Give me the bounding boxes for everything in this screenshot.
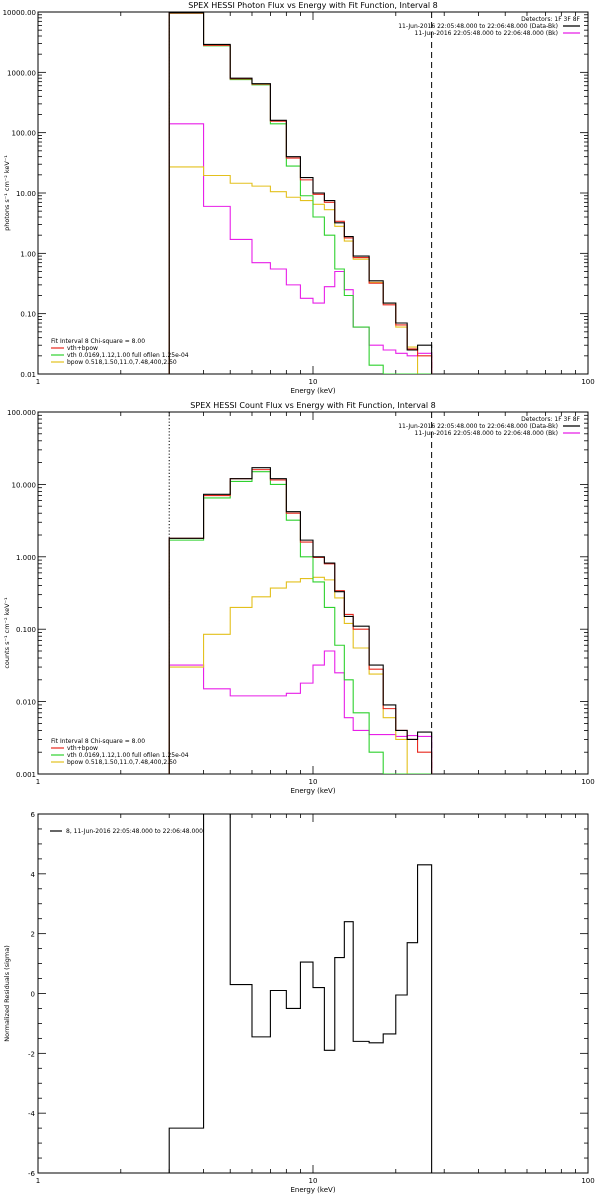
- panel-3: [37, 813, 589, 1174]
- legend-entry: 11-Jun-2016 22:05:48.000 to 22:06:48.000…: [415, 30, 558, 37]
- y-axis-label: Normalized Residuals (sigma): [3, 945, 11, 1042]
- x-tick-label: 10: [309, 1177, 318, 1185]
- y-tick-label: 0.01: [20, 371, 36, 379]
- series-background: [168, 650, 433, 774]
- legend-entry: 11-Jun-2016 22:05:48.000 to 22:06:48.000…: [398, 423, 558, 430]
- y-tick-label: 1.000: [16, 554, 36, 562]
- fit-legend-entry: vth+bpow: [67, 345, 98, 352]
- series-data-minus-bk: [168, 467, 433, 774]
- x-tick-label: 10: [309, 778, 318, 786]
- y-tick-label: 2: [31, 931, 35, 939]
- legend-entry: 11-Jun-2016 22:05:48.000 to 22:06:48.000…: [415, 430, 558, 437]
- series-residuals: [168, 814, 433, 1173]
- y-tick-label: -2: [28, 1050, 35, 1058]
- y-tick-label: 0.10: [20, 311, 36, 319]
- x-tick-label: 100: [581, 1177, 594, 1185]
- series-bpow: [168, 166, 433, 374]
- series-vth: [168, 471, 433, 774]
- y-tick-label: 10.00: [16, 190, 36, 198]
- x-axis-label: Energy (keV): [290, 387, 335, 395]
- y-tick-label: 0.100: [16, 626, 36, 634]
- x-tick-label: 10: [309, 378, 318, 386]
- residual-legend-label: 8, 11-Jun-2016 22:05:48.000 to 22:06:48.…: [66, 828, 203, 835]
- legend-detectors: Detectors: 1F 3F 8F: [521, 16, 580, 23]
- y-axis-label: counts s⁻¹ cm⁻² keV⁻¹: [3, 597, 11, 669]
- y-tick-label: 6: [31, 811, 36, 819]
- chart-title: SPEX HESSI Photon Flux vs Energy with Fi…: [188, 1, 438, 10]
- panel-2: [37, 411, 589, 775]
- y-tick-label: 0.001: [16, 771, 36, 779]
- fit-legend-entry: bpow 0.518,1.50,11.0,7.48,400,2.50: [67, 759, 177, 766]
- legend-detectors: Detectors: 1F 3F 8F: [521, 416, 580, 423]
- x-tick-label: 1: [36, 378, 40, 386]
- x-tick-label: 100: [581, 778, 594, 786]
- x-tick-label: 1: [36, 778, 40, 786]
- series-bpow: [168, 576, 433, 774]
- y-tick-label: -4: [28, 1110, 36, 1118]
- y-tick-label: 4: [31, 871, 36, 879]
- series-background: [168, 123, 433, 374]
- x-tick-label: 100: [581, 378, 594, 386]
- y-axis-label: photons s⁻¹ cm⁻² keV⁻¹: [3, 155, 11, 231]
- fit-legend-entry: vth+bpow: [67, 745, 98, 752]
- y-tick-label: 100.000: [7, 409, 36, 417]
- series-data-minus-bk: [168, 12, 433, 374]
- fit-legend-entry: bpow 0.518,1.50,11.0,7.48,400,2.50: [67, 359, 177, 366]
- y-tick-label: 10000.00: [3, 9, 36, 17]
- series-vth-plus-bpow: [168, 12, 433, 374]
- y-tick-label: 10.000: [12, 481, 37, 489]
- x-axis-label: Energy (keV): [290, 787, 335, 795]
- x-axis-label: Energy (keV): [290, 1186, 335, 1194]
- y-tick-label: 0: [31, 991, 35, 999]
- fit-legend-entry: vth 0.0169,1.12,1.00 full ofilen 1.25e-0…: [67, 752, 189, 759]
- fit-legend-entry: vth 0.0169,1.12,1.00 full ofilen 1.25e-0…: [67, 352, 189, 359]
- y-tick-label: -6: [28, 1170, 36, 1178]
- panel-1: [37, 11, 589, 375]
- legend-entry: 11-Jun-2016 22:05:48.000 to 22:06:48.000…: [398, 23, 558, 30]
- x-tick-label: 1: [36, 1177, 40, 1185]
- y-tick-label: 100.00: [12, 130, 37, 138]
- y-tick-label: 0.010: [16, 699, 36, 707]
- y-tick-label: 1.00: [20, 250, 36, 258]
- fit-legend-header: Fit Interval 8 Chi-square = 8.00: [51, 738, 145, 745]
- series-vth: [168, 12, 433, 374]
- chart-title: SPEX HESSI Count Flux vs Energy with Fit…: [190, 401, 435, 410]
- fit-legend-header: Fit Interval 8 Chi-square = 8.00: [51, 338, 145, 345]
- y-tick-label: 1000.00: [7, 69, 36, 77]
